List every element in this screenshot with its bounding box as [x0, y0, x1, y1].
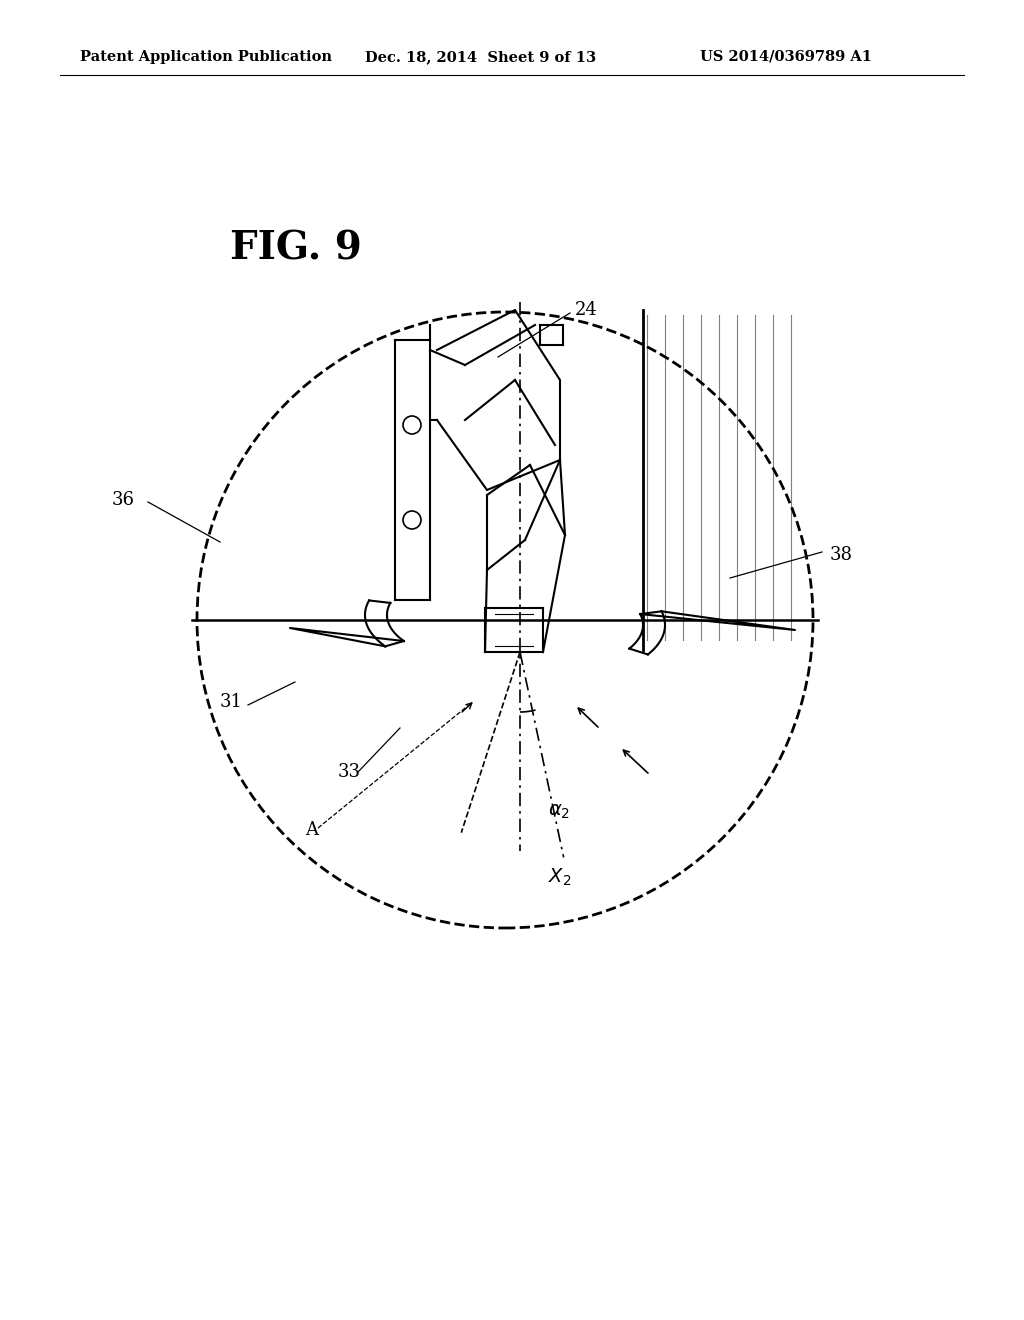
Text: $\alpha_2$: $\alpha_2$ [548, 803, 570, 821]
Text: 31: 31 [220, 693, 243, 711]
Text: FIG. 9: FIG. 9 [230, 230, 361, 268]
Text: 24: 24 [575, 301, 598, 319]
Text: 36: 36 [112, 491, 135, 510]
Text: 33: 33 [338, 763, 361, 781]
Text: 38: 38 [830, 546, 853, 564]
Text: Patent Application Publication: Patent Application Publication [80, 50, 332, 63]
Text: A: A [305, 821, 318, 840]
Text: Dec. 18, 2014  Sheet 9 of 13: Dec. 18, 2014 Sheet 9 of 13 [365, 50, 596, 63]
Text: $X_2$: $X_2$ [548, 866, 571, 887]
Text: US 2014/0369789 A1: US 2014/0369789 A1 [700, 50, 872, 63]
